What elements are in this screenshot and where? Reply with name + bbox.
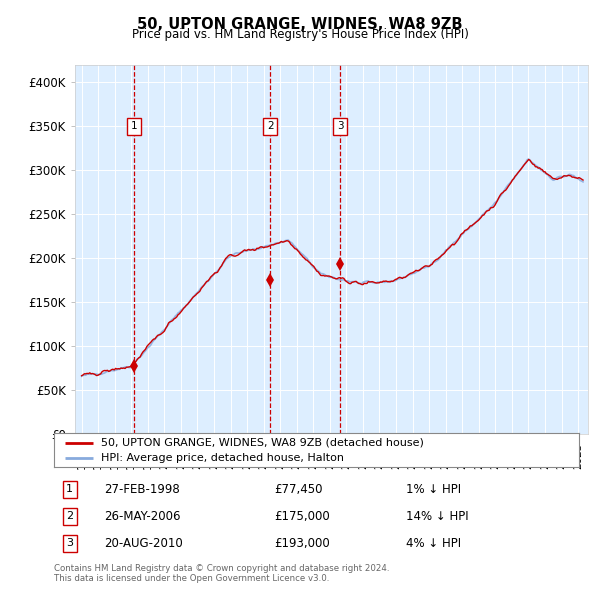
Text: £193,000: £193,000 bbox=[275, 537, 330, 550]
Text: 50, UPTON GRANGE, WIDNES, WA8 9ZB (detached house): 50, UPTON GRANGE, WIDNES, WA8 9ZB (detac… bbox=[101, 438, 424, 448]
Text: £175,000: £175,000 bbox=[275, 510, 330, 523]
Text: 27-FEB-1998: 27-FEB-1998 bbox=[104, 483, 179, 496]
Text: 20-AUG-2010: 20-AUG-2010 bbox=[104, 537, 182, 550]
Text: Contains HM Land Registry data © Crown copyright and database right 2024.
This d: Contains HM Land Registry data © Crown c… bbox=[54, 564, 389, 584]
Text: Price paid vs. HM Land Registry's House Price Index (HPI): Price paid vs. HM Land Registry's House … bbox=[131, 28, 469, 41]
Text: 50, UPTON GRANGE, WIDNES, WA8 9ZB: 50, UPTON GRANGE, WIDNES, WA8 9ZB bbox=[137, 17, 463, 32]
Text: 1% ↓ HPI: 1% ↓ HPI bbox=[406, 483, 461, 496]
Text: HPI: Average price, detached house, Halton: HPI: Average price, detached house, Halt… bbox=[101, 453, 344, 463]
Text: 4% ↓ HPI: 4% ↓ HPI bbox=[406, 537, 461, 550]
Text: 1: 1 bbox=[66, 484, 73, 494]
Text: £77,450: £77,450 bbox=[275, 483, 323, 496]
Text: 2: 2 bbox=[66, 512, 73, 522]
Text: 1: 1 bbox=[130, 122, 137, 132]
Text: 14% ↓ HPI: 14% ↓ HPI bbox=[406, 510, 469, 523]
Text: 3: 3 bbox=[66, 538, 73, 548]
Text: 3: 3 bbox=[337, 122, 344, 132]
Text: 26-MAY-2006: 26-MAY-2006 bbox=[104, 510, 181, 523]
Text: 2: 2 bbox=[267, 122, 274, 132]
